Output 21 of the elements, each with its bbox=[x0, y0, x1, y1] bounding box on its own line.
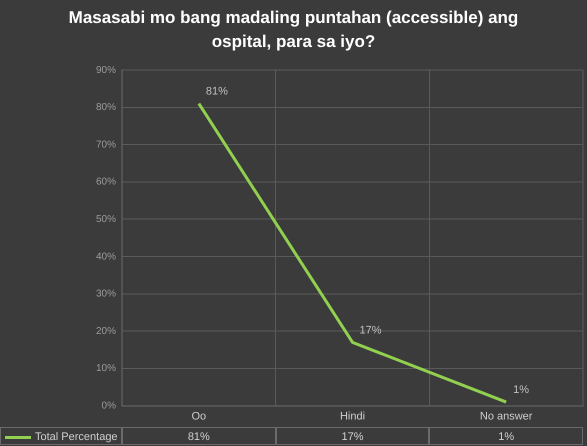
y-tick-label: 90% bbox=[96, 64, 116, 76]
y-tick-label: 30% bbox=[96, 288, 116, 300]
y-tick-label: 10% bbox=[96, 363, 116, 374]
chart-title: Masasabi mo bang madaling puntahan (accessible) ang ospital, para sa iyo? bbox=[68, 7, 520, 53]
y-tick-label: 0% bbox=[102, 400, 116, 412]
y-tick-label: 60% bbox=[96, 176, 116, 188]
text: 81% bbox=[206, 86, 228, 98]
text: 17% bbox=[360, 324, 382, 336]
legend-label: Total Percentage bbox=[35, 431, 118, 443]
y-tick-label: 50% bbox=[96, 214, 116, 225]
y-tick-label: 80% bbox=[96, 102, 116, 114]
x-tick-label: Oo bbox=[192, 410, 206, 422]
y-tick-label: 20% bbox=[96, 326, 116, 337]
x-tick-label: Hindi bbox=[340, 410, 366, 422]
data-label: 17% bbox=[276, 427, 430, 445]
y-tick-label: 40% bbox=[96, 251, 116, 262]
data-label: 81% bbox=[122, 427, 276, 445]
x-tick-label: No answer bbox=[480, 410, 533, 422]
y-tick-label: 70% bbox=[96, 139, 116, 150]
data-label: 1% bbox=[429, 427, 583, 445]
text: 1% bbox=[513, 384, 530, 396]
